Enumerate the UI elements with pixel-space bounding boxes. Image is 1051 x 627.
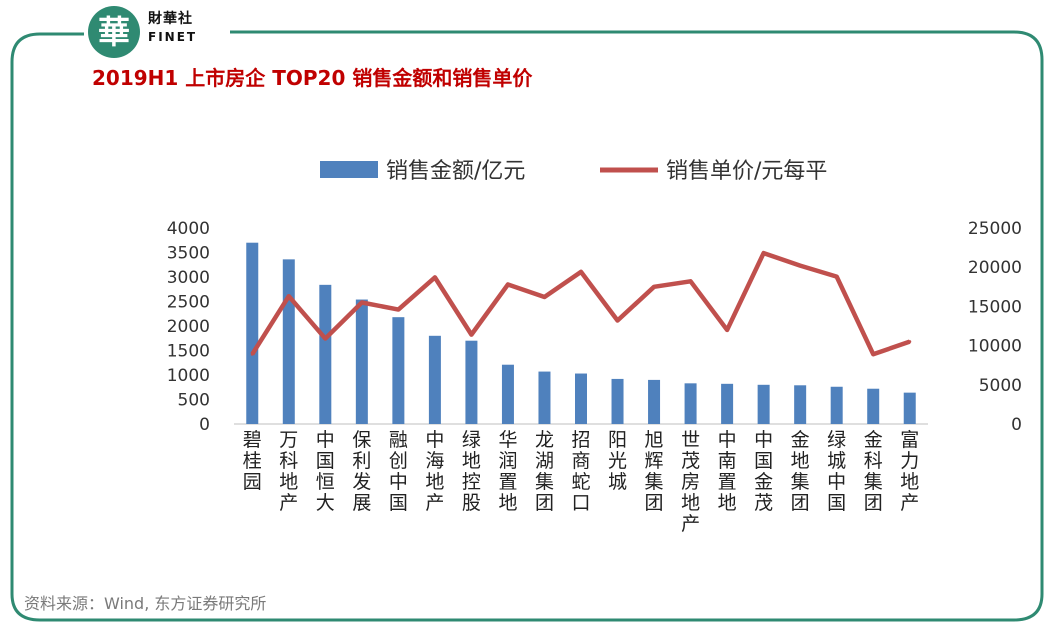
left-axis-tick: 500 (178, 391, 210, 411)
bar (501, 364, 514, 424)
category-label: 碧桂园 (243, 429, 262, 493)
bar (867, 388, 880, 424)
line-point (396, 308, 400, 312)
category-label: 世茂房地产 (681, 429, 700, 535)
line-point (469, 333, 473, 337)
left-axis-tick: 1000 (167, 366, 210, 386)
bar (684, 383, 697, 424)
price-line (250, 250, 911, 357)
category-label: 华润置地 (498, 429, 517, 514)
line-point (360, 300, 364, 304)
category-label: 龙湖集团 (535, 429, 554, 514)
bar (611, 378, 624, 424)
brand-en: FINET (148, 30, 198, 44)
line-point (287, 294, 291, 298)
bar (428, 335, 441, 424)
left-axis-tick: 3000 (167, 268, 210, 288)
category-label: 金科集团 (864, 429, 883, 514)
left-axis-tick: 1500 (167, 342, 210, 362)
category-label: 富力地产 (900, 429, 919, 514)
right-axis-tick: 20000 (968, 258, 1022, 278)
frame-border (10, 30, 1044, 622)
legend-line-label: 销售单价/元每平 (666, 159, 827, 184)
line-point (798, 264, 802, 268)
logo-icon: 華 (88, 6, 140, 58)
bar (575, 373, 587, 424)
brand-name: 財華社 FINET (148, 8, 228, 44)
category-label: 旭辉集团 (645, 429, 664, 514)
line-point (871, 352, 875, 356)
bar (355, 299, 368, 424)
bar (830, 386, 843, 424)
category-label: 融创中国 (389, 429, 408, 514)
brand-cn: 財華社 (148, 11, 193, 27)
line-point (579, 270, 583, 274)
bar (246, 242, 259, 424)
line-point (433, 275, 437, 279)
left-axis-tick: 0 (199, 415, 210, 435)
line-point (616, 319, 620, 323)
bar (757, 384, 770, 424)
left-axis-tick: 2000 (167, 317, 210, 337)
category-label: 保利发展 (352, 429, 371, 514)
source-note: 资料来源：Wind, 东方证券研究所 (24, 594, 267, 613)
brand-logo: 華 (84, 4, 146, 62)
legend-bar-label: 销售金额/亿元 (386, 159, 525, 184)
line-point (725, 328, 729, 332)
category-label: 绿城中国 (827, 429, 846, 514)
legend-bar-swatch (320, 161, 378, 178)
bar (319, 284, 332, 424)
line-point (323, 337, 327, 341)
bar (648, 379, 661, 424)
bar (721, 383, 734, 424)
category-label: 中海地产 (425, 429, 444, 514)
line-point (689, 279, 693, 283)
category-label: 中国金茂 (754, 429, 773, 514)
line-point (542, 295, 546, 299)
left-axis-tick: 2500 (167, 293, 210, 313)
chart-title: 2019H1 上市房企 TOP20 销售金额和销售单价 (92, 66, 533, 90)
category-label: 中国恒大 (316, 429, 335, 514)
category-label: 金地集团 (791, 429, 810, 514)
line-point (652, 285, 656, 289)
bar (903, 392, 916, 424)
line-point (506, 282, 510, 286)
bar (392, 317, 405, 424)
category-label: 绿地控股 (462, 429, 481, 514)
line-point (908, 340, 912, 344)
bar (794, 385, 807, 424)
right-axis-tick: 25000 (968, 219, 1022, 239)
category-label: 阳光城 (608, 429, 627, 493)
bar (282, 259, 295, 424)
category-label: 中南置地 (718, 429, 737, 514)
category-label: 招商蛇口 (571, 429, 590, 514)
right-axis-tick: 10000 (968, 337, 1022, 357)
bar (538, 371, 551, 424)
right-axis-tick: 0 (1011, 415, 1022, 435)
line-point (250, 352, 254, 356)
right-axis-tick: 15000 (968, 297, 1022, 317)
bar (465, 340, 478, 424)
right-axis-tick: 5000 (979, 376, 1022, 396)
category-label: 万科地产 (279, 429, 298, 514)
line-point (762, 251, 766, 255)
line-point (835, 275, 839, 279)
left-axis-tick: 3500 (167, 244, 210, 264)
left-axis-tick: 4000 (167, 219, 210, 239)
